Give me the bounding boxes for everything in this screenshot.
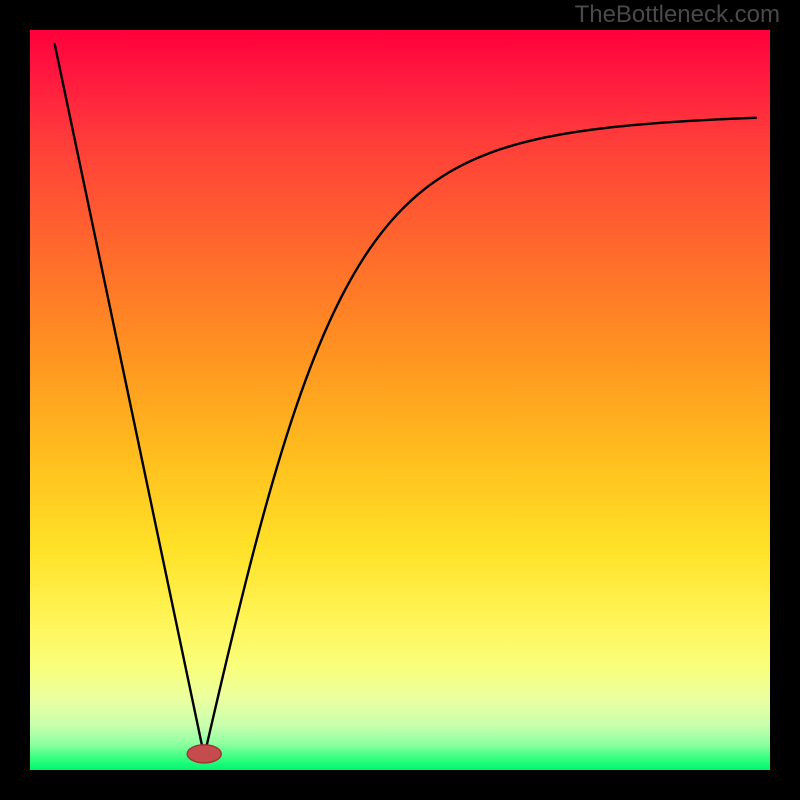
watermark: TheBottleneck.com — [575, 1, 780, 28]
minimum-marker — [187, 745, 221, 763]
bottleneck-chart: TheBottleneck.com — [0, 0, 800, 800]
plot-area — [30, 30, 770, 770]
